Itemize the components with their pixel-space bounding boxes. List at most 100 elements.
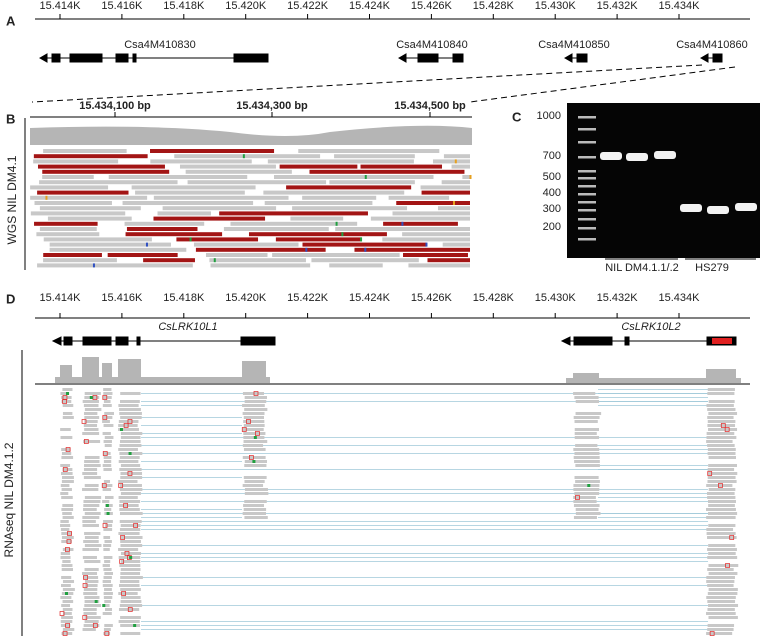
read: [83, 440, 101, 443]
read: [103, 604, 110, 607]
read: [243, 424, 265, 427]
read: [402, 232, 470, 237]
ladder-label: 1000: [537, 110, 561, 122]
read: [120, 464, 141, 467]
ladder-label: 700: [543, 150, 561, 162]
read: [309, 169, 465, 174]
read: [119, 408, 141, 411]
read: [442, 242, 470, 247]
read: [706, 440, 733, 443]
mismatch: [335, 221, 338, 226]
read: [60, 436, 73, 439]
read: [104, 496, 114, 499]
ladder-band: [578, 156, 596, 159]
read: [103, 576, 112, 579]
read: [84, 464, 101, 467]
read: [573, 484, 600, 487]
read: [119, 412, 142, 415]
read: [104, 600, 111, 603]
read: [707, 444, 735, 447]
read: [708, 524, 736, 527]
read: [131, 185, 256, 190]
read: [83, 476, 101, 479]
mismatch: [575, 495, 580, 500]
read: [443, 154, 470, 159]
read: [244, 492, 269, 495]
read: [403, 253, 468, 257]
read: [707, 388, 735, 391]
read: [575, 444, 598, 447]
read: [143, 258, 195, 263]
read: [388, 195, 450, 200]
read: [263, 190, 405, 195]
read: [708, 616, 738, 619]
mismatch: [120, 535, 125, 540]
read: [102, 584, 113, 587]
ladder-band: [578, 116, 596, 119]
ladder-band: [578, 185, 596, 188]
read: [62, 588, 75, 591]
read: [275, 237, 362, 242]
read: [185, 169, 292, 174]
read: [573, 456, 600, 459]
read: [83, 592, 98, 595]
read: [120, 472, 143, 475]
mismatch: [94, 600, 98, 603]
mismatch: [62, 631, 68, 636]
mismatch: [62, 467, 68, 472]
read: [60, 464, 71, 467]
read: [37, 190, 129, 195]
read: [82, 548, 99, 551]
read: [84, 428, 99, 431]
mismatch: [66, 539, 72, 544]
read: [119, 500, 141, 503]
read: [84, 416, 100, 419]
mismatch: [83, 439, 89, 444]
read: [267, 159, 414, 164]
read: [119, 400, 140, 403]
read: [573, 504, 600, 507]
read: [84, 568, 99, 571]
read: [61, 568, 73, 571]
mismatch: [707, 471, 713, 476]
read: [162, 206, 277, 211]
track-label: RNAseq NIL DM4.1.2: [2, 442, 16, 557]
read: [120, 576, 143, 579]
read: [60, 392, 70, 395]
read: [118, 592, 138, 595]
read: [103, 396, 112, 399]
mismatch: [62, 399, 67, 404]
read: [84, 584, 98, 587]
read: [574, 492, 600, 495]
read: [62, 628, 75, 631]
read: [370, 216, 470, 221]
mismatch: [102, 395, 108, 400]
read: [120, 416, 142, 419]
ladder-band: [578, 177, 596, 180]
read: [119, 440, 141, 443]
mismatch: [129, 556, 133, 559]
read: [104, 436, 114, 439]
read: [383, 221, 458, 226]
mismatch: [242, 154, 245, 159]
read: [707, 536, 737, 539]
mismatch: [89, 396, 93, 399]
read: [574, 420, 598, 423]
tick-label: 15.418K: [163, 0, 205, 12]
read: [84, 460, 100, 463]
mismatch: [425, 242, 428, 247]
mismatch: [81, 419, 87, 424]
read: [108, 175, 248, 179]
read: [120, 524, 141, 527]
read: [302, 242, 427, 247]
read: [575, 412, 602, 415]
read: [230, 221, 358, 226]
read: [103, 544, 112, 547]
read: [575, 464, 600, 467]
panel-label: C: [512, 109, 522, 124]
read: [39, 227, 97, 231]
ladder-band: [578, 227, 596, 230]
tick-label: 15.422K: [287, 0, 329, 12]
read: [120, 600, 142, 603]
read: [707, 448, 736, 451]
